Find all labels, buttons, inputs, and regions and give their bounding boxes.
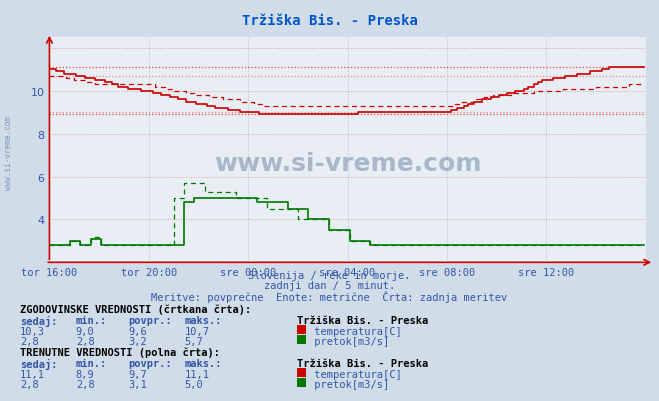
Text: 2,8: 2,8 [76,336,94,346]
Text: povpr.:: povpr.: [129,316,172,326]
Text: 9,0: 9,0 [76,326,94,336]
Text: 8,9: 8,9 [76,369,94,379]
Text: www.si-vreme.com: www.si-vreme.com [214,152,481,176]
Text: 10,3: 10,3 [20,326,45,336]
Text: Tržiška Bis. - Preska: Tržiška Bis. - Preska [297,358,428,369]
Text: 11,1: 11,1 [20,369,45,379]
Text: pretok[m3/s]: pretok[m3/s] [308,379,389,389]
Text: 11,1: 11,1 [185,369,210,379]
Text: 10,7: 10,7 [185,326,210,336]
Text: Tržiška Bis. - Preska: Tržiška Bis. - Preska [242,14,417,28]
Text: temperatura[C]: temperatura[C] [308,326,402,336]
Text: 3,1: 3,1 [129,379,147,389]
Text: pretok[m3/s]: pretok[m3/s] [308,336,389,346]
Text: www.si-vreme.com: www.si-vreme.com [4,115,13,189]
Text: ZGODOVINSKE VREDNOSTI (črtkana črta):: ZGODOVINSKE VREDNOSTI (črtkana črta): [20,304,251,314]
Text: 3,2: 3,2 [129,336,147,346]
Text: 5,0: 5,0 [185,379,203,389]
Text: TRENUTNE VREDNOSTI (polna črta):: TRENUTNE VREDNOSTI (polna črta): [20,347,219,357]
Text: sedaj:: sedaj: [20,358,57,369]
Text: zadnji dan / 5 minut.: zadnji dan / 5 minut. [264,281,395,291]
Text: Meritve: povprečne  Enote: metrične  Črta: zadnja meritev: Meritve: povprečne Enote: metrične Črta:… [152,291,507,303]
Text: 2,8: 2,8 [20,379,38,389]
Text: 5,7: 5,7 [185,336,203,346]
Text: maks.:: maks.: [185,358,222,369]
Text: 9,6: 9,6 [129,326,147,336]
Text: min.:: min.: [76,358,107,369]
Text: 2,8: 2,8 [20,336,38,346]
Text: 9,7: 9,7 [129,369,147,379]
Text: sedaj:: sedaj: [20,316,57,326]
Text: povpr.:: povpr.: [129,358,172,369]
Text: temperatura[C]: temperatura[C] [308,369,402,379]
Text: min.:: min.: [76,316,107,326]
Text: Slovenija / reke in morje.: Slovenija / reke in morje. [248,271,411,281]
Text: Tržiška Bis. - Preska: Tržiška Bis. - Preska [297,316,428,326]
Text: maks.:: maks.: [185,316,222,326]
Text: 2,8: 2,8 [76,379,94,389]
